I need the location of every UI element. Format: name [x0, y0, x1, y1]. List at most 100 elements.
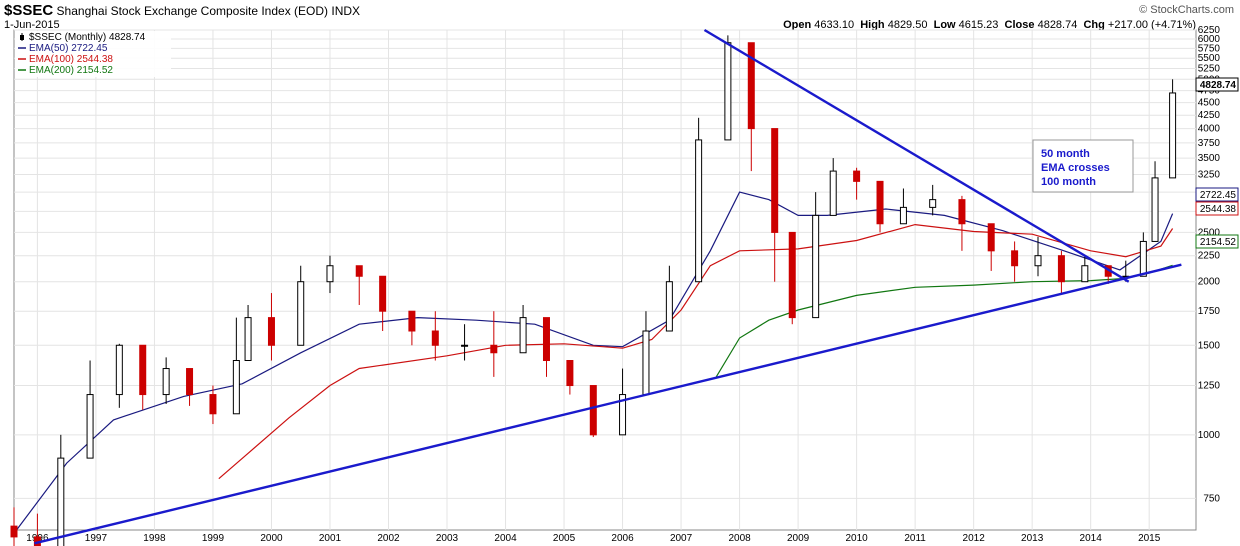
candle-body: [267, 317, 275, 346]
close-value: 4828.74: [1037, 19, 1078, 31]
candle-body: [788, 231, 796, 319]
ohlc-readout: Open 4633.10 High 4829.50 Low 4615.23 Cl…: [783, 19, 1196, 31]
legend-entry: EMA(100) 2544.38: [29, 54, 113, 65]
candle-body: [139, 344, 147, 396]
y-tick-label: 3750: [1198, 138, 1221, 149]
candle-body: [929, 199, 937, 208]
high-value: 4829.50: [887, 19, 928, 31]
annotation-text: 100 month: [1041, 176, 1096, 188]
y-tick-label: 2500: [1198, 227, 1221, 238]
chg-label: Chg: [1083, 19, 1105, 31]
candle-body: [461, 344, 469, 347]
candle-body: [642, 330, 650, 396]
x-tick-label: 2005: [553, 533, 576, 544]
candle-body: [542, 317, 550, 362]
y-tick-label: 1500: [1198, 340, 1221, 351]
candle-body: [379, 275, 387, 312]
x-tick-label: 2006: [611, 533, 634, 544]
brand-label: © StockCharts.com: [1139, 4, 1234, 16]
candle-body: [958, 199, 966, 225]
candle-body: [589, 385, 597, 436]
plot-area: [13, 29, 1197, 531]
candle-body: [566, 360, 574, 387]
trendline-resistance: [703, 28, 1130, 283]
x-tick-label: 1999: [202, 533, 225, 544]
chg-value: +217.00 (+4.71%): [1107, 19, 1196, 31]
x-tick-label: 2002: [377, 533, 400, 544]
y-tick-label: 6000: [1198, 34, 1221, 45]
x-tick-label: 2003: [436, 533, 459, 544]
candle-body: [876, 180, 884, 225]
candle-body: [1057, 255, 1065, 283]
last-value-label: 2154.52: [1195, 234, 1239, 249]
y-tick-label: 6250: [1198, 25, 1221, 36]
y-tick-label: 5250: [1198, 64, 1221, 75]
y-tick-label: 4500: [1198, 98, 1221, 109]
candle-body: [1034, 255, 1042, 267]
open-value: 4633.10: [814, 19, 855, 31]
candle-body: [724, 42, 732, 141]
candle-icon-body: [20, 35, 24, 40]
candle-body: [853, 170, 861, 182]
x-tick-label: 2013: [1021, 533, 1044, 544]
y-tick-label: 1250: [1198, 381, 1221, 392]
y-tick-label: 4000: [1198, 124, 1221, 135]
x-tick-label: 2012: [963, 533, 986, 544]
exchange-label: INDX: [331, 4, 361, 18]
y-tick-label: 3250: [1198, 169, 1221, 180]
candle-body: [829, 170, 837, 216]
y-tick-label: 750: [1203, 493, 1220, 504]
y-tick-label: 2000: [1198, 277, 1221, 288]
candle-body: [1139, 240, 1147, 277]
last-value-box: [1195, 201, 1239, 216]
candle-body: [186, 368, 194, 396]
x-tick-label: 1998: [143, 533, 166, 544]
candle-body: [1011, 250, 1019, 267]
candle-body: [695, 139, 703, 283]
trendline-support: [34, 263, 1182, 545]
candle-body: [244, 317, 252, 362]
candle-body: [355, 265, 363, 277]
last-value-box: [1195, 187, 1239, 202]
candle-body: [86, 394, 94, 459]
x-tick-label: 2015: [1138, 533, 1161, 544]
candle-body: [326, 265, 334, 283]
y-tick-label: 1750: [1198, 306, 1221, 317]
annotation-text: EMA crosses: [1041, 162, 1110, 174]
y-tick-label: 1000: [1198, 430, 1221, 441]
candle-body: [519, 317, 527, 354]
y-tick-label: 5750: [1198, 43, 1221, 54]
candle-body: [10, 525, 18, 538]
candle-body: [297, 281, 305, 346]
candle-body: [1151, 177, 1159, 242]
x-tick-label: 2011: [904, 533, 926, 544]
last-value-label: 2722.45: [1195, 187, 1239, 202]
x-tick-label: 2007: [670, 533, 693, 544]
candle-body: [812, 214, 820, 319]
x-tick-label: 2009: [787, 533, 810, 544]
candle-body: [209, 394, 217, 415]
candle-body: [431, 330, 439, 346]
last-value-box: [1195, 77, 1239, 92]
candle-body: [1169, 92, 1177, 179]
candle-body: [747, 42, 755, 130]
last-value-text: 2722.45: [1200, 190, 1237, 201]
y-tick-label: 4250: [1198, 110, 1221, 121]
y-tick-label: 3500: [1198, 153, 1221, 164]
last-value-text: 2544.38: [1200, 204, 1237, 215]
candle-body: [57, 457, 65, 546]
chart-title: $SSEC Shanghai Stock Exchange Composite …: [4, 2, 360, 19]
legend-bg: [15, 31, 171, 77]
last-value-label: 2544.38: [1195, 201, 1239, 216]
candle-body: [408, 310, 416, 332]
open-label: Open: [783, 19, 812, 31]
close-label: Close: [1004, 19, 1035, 31]
legend-entry: EMA(50) 2722.45: [29, 43, 108, 54]
symbol-label: $SSEC: [4, 2, 54, 19]
legend-entry: $SSEC (Monthly) 4828.74: [29, 32, 146, 43]
low-value: 4615.23: [958, 19, 999, 31]
annotation-ema-cross: 50 month EMA crosses 100 month: [1032, 139, 1134, 193]
last-value-text: 2154.52: [1200, 237, 1237, 248]
candle-icon: [20, 33, 24, 41]
